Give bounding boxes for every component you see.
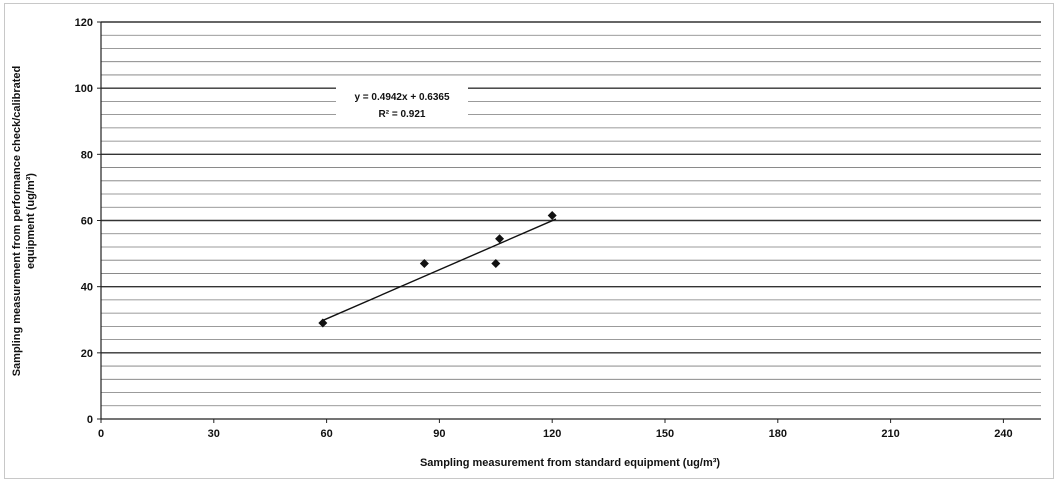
data-point [318, 318, 328, 328]
data-point [419, 259, 429, 269]
data-point [547, 211, 557, 221]
y-tick-label: 100 [75, 83, 93, 95]
x-tick-label: 30 [208, 428, 220, 440]
x-axis-title: Sampling measurement from standard equip… [420, 457, 720, 469]
y-axis-title-line-2: equipment (ug/m³) [25, 173, 37, 269]
y-tick-label: 60 [81, 216, 93, 228]
x-tick-label: 90 [433, 428, 445, 440]
r-squared-label: R² = 0.921 [379, 109, 426, 120]
trendline-equation: y = 0.4942x + 0.6365 [354, 92, 450, 103]
x-tick-label: 150 [656, 428, 674, 440]
chart-frame [4, 3, 1054, 479]
x-tick-label: 120 [543, 428, 561, 440]
x-tick-label: 240 [994, 428, 1012, 440]
y-axis-ticks: 0 20 40 60 80 100 120 [75, 17, 101, 426]
gridlines [101, 21, 1041, 407]
data-point [495, 234, 505, 244]
equation-label-background [336, 86, 468, 122]
x-axis-ticks: 0 30 60 90 120 150 180 210 240 [98, 419, 1013, 440]
x-tick-label: 0 [98, 428, 104, 440]
y-tick-label: 40 [81, 282, 93, 294]
y-tick-label: 20 [81, 348, 93, 360]
x-tick-label: 210 [881, 428, 899, 440]
y-tick-label: 80 [81, 149, 93, 161]
trendline [322, 218, 557, 322]
data-point [491, 259, 501, 269]
x-tick-label: 180 [769, 428, 787, 440]
data-points [318, 211, 557, 328]
y-tick-label: 0 [87, 414, 93, 426]
x-tick-label: 60 [320, 428, 332, 440]
y-tick-label: 120 [75, 17, 93, 29]
y-axis-title-line-1: Sampling measurement from performance ch… [11, 66, 23, 377]
